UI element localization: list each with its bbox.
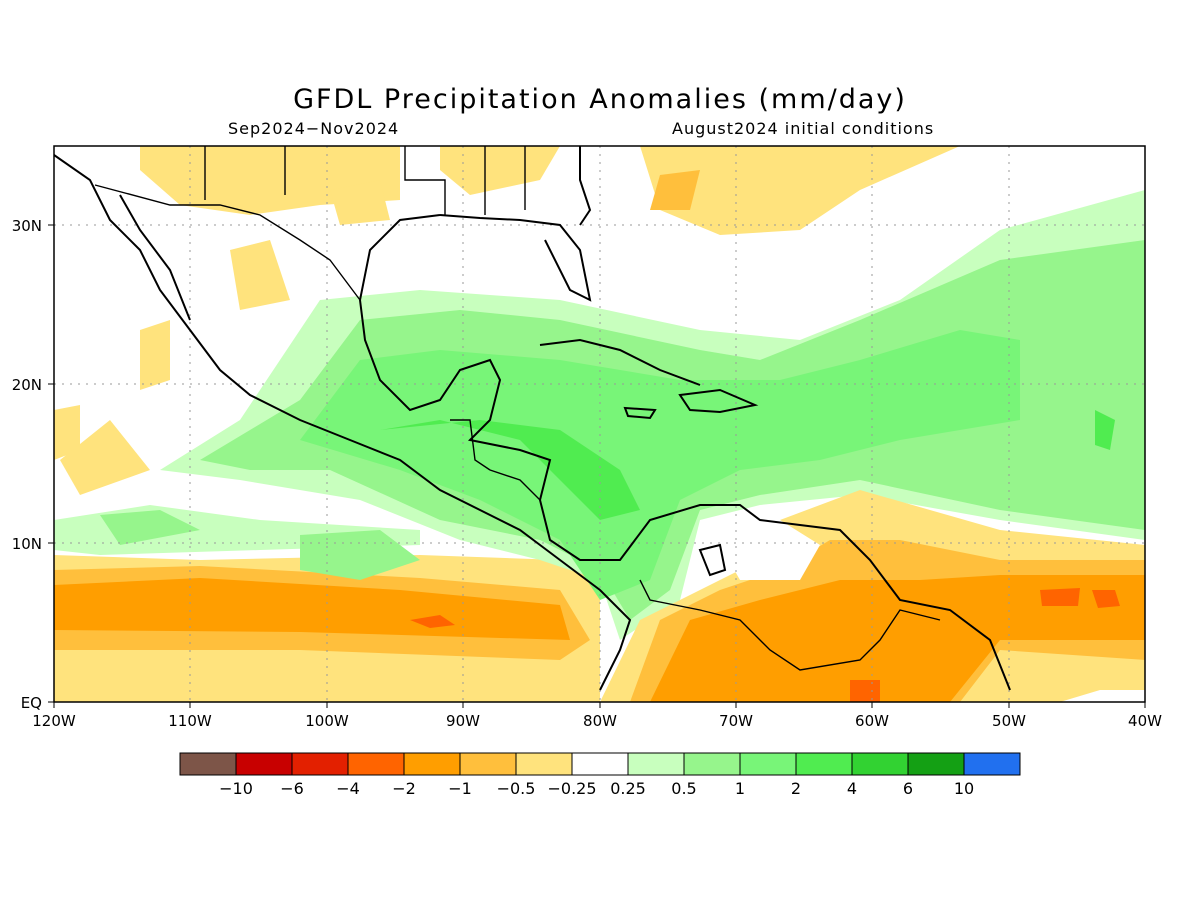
colorbar-label: −2	[392, 779, 416, 798]
wet-region-strong	[300, 330, 1020, 600]
us-mexico-border	[94, 184, 361, 301]
colorbar-label: 10	[954, 779, 974, 798]
colorbar-label: 0.5	[671, 779, 696, 798]
colorbar-label: −10	[219, 779, 253, 798]
colorbar-swatch	[347, 752, 405, 776]
colorbar-label: −1	[448, 779, 472, 798]
colorbar-swatch	[515, 752, 573, 776]
anomaly-field	[54, 146, 1145, 702]
map-title: GFDL Precipitation Anomalies (mm/day)	[293, 84, 907, 115]
x-tick-label: 70W	[719, 712, 753, 730]
x-tick-label: 80W	[583, 712, 617, 730]
x-tick-label: 50W	[992, 712, 1026, 730]
wet-core-caribbean	[380, 420, 640, 520]
colorbar-label: 6	[903, 779, 913, 798]
colorbar-label: 4	[847, 779, 857, 798]
country-borders	[94, 146, 941, 671]
colorbar-legend: −10 −6 −4 −2 −1 −0.5 −0.25 0.25 0.5 1 2 4 6 10	[179, 752, 1021, 798]
y-tick-label: 10N	[12, 535, 42, 553]
colorbar-swatch	[235, 752, 293, 776]
hispaniola	[678, 388, 759, 414]
gulf-caribbean-coast	[358, 214, 1011, 691]
colorbar-swatch	[907, 752, 965, 776]
x-axis-labels: 120W 110W 100W 90W 80W 70W 60W 50W 40W	[32, 712, 1162, 730]
initial-conditions: August2024 initial conditions	[672, 119, 935, 138]
x-tick-label: 110W	[168, 712, 212, 730]
colorbar-label: −0.25	[547, 779, 596, 798]
pacific-coastline	[54, 154, 632, 691]
colorbar-swatch	[851, 752, 909, 776]
forecast-period: Sep2024−Nov2024	[228, 119, 400, 138]
gulf-coast-florida	[439, 214, 592, 302]
axis-ticks	[48, 224, 1146, 708]
colorbar-swatch	[963, 752, 1021, 776]
colorbar-label: 2	[791, 779, 801, 798]
colorbar-swatch	[459, 752, 517, 776]
colorbar-swatch	[683, 752, 741, 776]
us-state-borders	[204, 146, 526, 215]
colorbar-swatch	[179, 752, 237, 776]
dry-core-south-america	[650, 575, 1145, 702]
cuba	[539, 338, 701, 386]
x-tick-label: 60W	[855, 712, 889, 730]
colorbar-label: −6	[280, 779, 304, 798]
y-tick-label: EQ	[21, 694, 42, 712]
us-east-coast	[579, 146, 592, 226]
central-america-borders	[450, 419, 541, 501]
x-tick-label: 100W	[305, 712, 349, 730]
south-america-borders	[639, 579, 941, 671]
colorbar-swatch	[739, 752, 797, 776]
colorbar-label: −0.5	[497, 779, 536, 798]
dry-core-pacific	[410, 615, 455, 628]
y-tick-label: 20N	[12, 376, 42, 394]
jamaica	[623, 406, 657, 420]
x-tick-label: 120W	[32, 712, 76, 730]
colorbar-swatch	[403, 752, 461, 776]
colorbar-swatch	[627, 752, 685, 776]
colorbar-swatch	[795, 752, 853, 776]
gridlines	[54, 146, 1145, 702]
coastlines	[54, 146, 1011, 691]
y-axis-labels: EQ 10N 20N 30N	[12, 217, 42, 712]
colorbar-label: 0.25	[610, 779, 646, 798]
lake-maracaibo	[698, 543, 727, 577]
colorbar-swatch	[291, 752, 349, 776]
x-tick-label: 90W	[446, 712, 480, 730]
colorbar-swatch	[571, 752, 629, 776]
baja-california-coast	[119, 194, 191, 321]
y-tick-label: 30N	[12, 217, 42, 235]
colorbar-label: −4	[336, 779, 360, 798]
x-tick-label: 40W	[1128, 712, 1162, 730]
colorbar-label: 1	[735, 779, 745, 798]
